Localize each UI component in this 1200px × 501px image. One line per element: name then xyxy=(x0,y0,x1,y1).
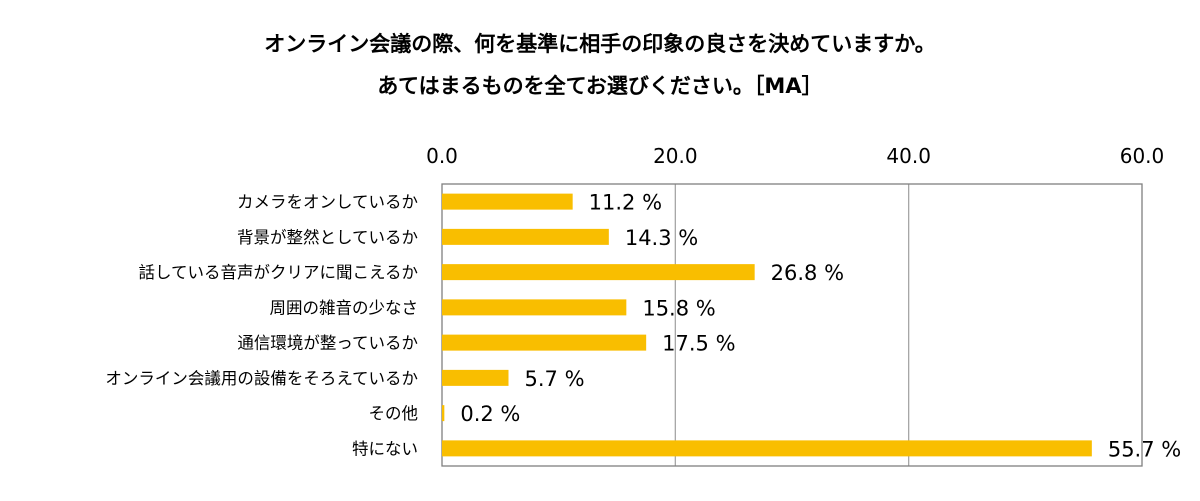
x-tick-label: 20.0 xyxy=(653,144,698,168)
x-tick-label: 40.0 xyxy=(886,144,931,168)
chart-title-line-1: オンライン会議の際、何を基準に相手の印象の良さを決めていますか。 xyxy=(264,32,936,56)
chart-title-line-2: あてはまるものを全てお選びください。［MA］ xyxy=(377,74,823,98)
bar xyxy=(442,440,1092,457)
data-label: 14.3 % xyxy=(625,226,698,250)
category-label: その他 xyxy=(369,404,419,423)
bar xyxy=(442,299,627,316)
category-label: 通信環境が整っているか xyxy=(237,334,418,353)
x-tick-label: 60.0 xyxy=(1120,144,1165,168)
data-label: 5.7 % xyxy=(525,367,585,391)
plot-area-border xyxy=(441,183,1143,467)
x-tick-label: 0.0 xyxy=(426,144,458,168)
bar xyxy=(442,334,647,351)
bar xyxy=(442,264,755,281)
bar xyxy=(442,369,509,386)
category-label: 周囲の雑音の少なさ xyxy=(270,298,419,317)
category-label: 背景が整然としているか xyxy=(237,228,418,247)
data-label: 11.2 % xyxy=(589,191,662,215)
bar xyxy=(442,405,445,422)
data-label: 15.8 % xyxy=(642,296,715,320)
data-label: 0.2 % xyxy=(460,402,520,426)
data-label: 55.7 % xyxy=(1108,437,1181,461)
data-label: 26.8 % xyxy=(771,261,844,285)
category-label: オンライン会議用の設備をそろえているか xyxy=(105,369,418,388)
bar xyxy=(442,193,573,210)
bar xyxy=(442,228,609,245)
category-label: カメラをオンしているか xyxy=(237,193,418,212)
category-label: 話している音声がクリアに聞こえるか xyxy=(138,263,418,282)
category-label: 特にない xyxy=(352,439,418,458)
data-label: 17.5 % xyxy=(662,332,735,356)
